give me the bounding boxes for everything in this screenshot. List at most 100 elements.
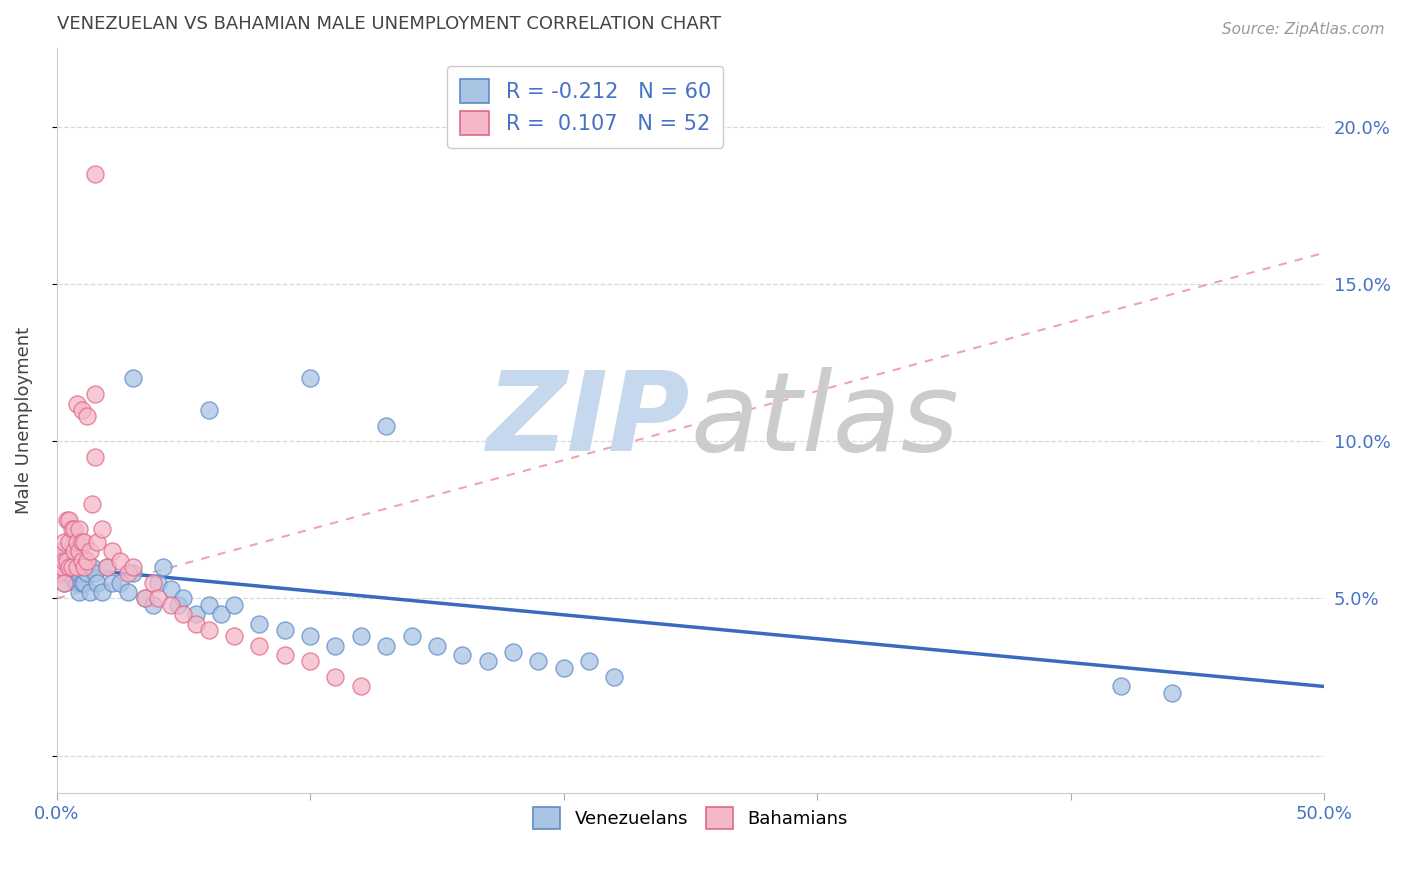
Point: [63, 544, 86, 558]
Point: [48, 566, 70, 581]
Point: [108, 575, 131, 590]
Point: [108, 554, 131, 568]
Point: [51, 560, 73, 574]
Point: [76, 409, 98, 424]
Point: [55, 554, 77, 568]
Point: [60, 550, 83, 565]
Point: [197, 623, 219, 637]
Text: VENEZUELAN VS BAHAMIAN MALE UNEMPLOYMENT CORRELATION CHART: VENEZUELAN VS BAHAMIAN MALE UNEMPLOYMENT…: [56, 15, 721, 33]
Legend: Venezuelans, Bahamians: Venezuelans, Bahamians: [526, 800, 855, 837]
Point: [350, 629, 373, 643]
Point: [172, 607, 194, 622]
Point: [70, 403, 93, 417]
Point: [146, 591, 169, 606]
Point: [70, 575, 93, 590]
Point: [66, 535, 89, 549]
Point: [274, 648, 297, 662]
Point: [67, 566, 90, 581]
Point: [67, 544, 90, 558]
Point: [55, 554, 77, 568]
Point: [142, 575, 165, 590]
Point: [167, 598, 190, 612]
Point: [51, 560, 73, 574]
Point: [70, 554, 93, 568]
Point: [51, 544, 73, 558]
Point: [58, 535, 80, 549]
Point: [76, 554, 98, 568]
Point: [63, 573, 86, 587]
Point: [58, 560, 80, 574]
Point: [70, 535, 93, 549]
Point: [53, 554, 76, 568]
Point: [172, 591, 194, 606]
Point: [121, 566, 143, 581]
Point: [152, 560, 174, 574]
Point: [299, 629, 322, 643]
Point: [82, 497, 104, 511]
Point: [101, 575, 124, 590]
Point: [66, 575, 89, 590]
Point: [209, 607, 232, 622]
Point: [86, 535, 108, 549]
Point: [48, 566, 70, 581]
Point: [222, 629, 245, 643]
Point: [451, 648, 474, 662]
Text: Source: ZipAtlas.com: Source: ZipAtlas.com: [1222, 22, 1385, 37]
Point: [603, 670, 626, 684]
Point: [159, 598, 181, 612]
Point: [58, 513, 80, 527]
Point: [79, 544, 101, 558]
Point: [527, 654, 550, 668]
Point: [73, 535, 96, 549]
Point: [117, 585, 139, 599]
Point: [82, 560, 104, 574]
Point: [101, 544, 124, 558]
Point: [184, 616, 207, 631]
Point: [67, 585, 90, 599]
Point: [73, 560, 96, 574]
Point: [48, 554, 70, 568]
Point: [73, 575, 96, 590]
Point: [222, 598, 245, 612]
Point: [70, 560, 93, 574]
Text: ZIP: ZIP: [486, 368, 690, 475]
Point: [117, 566, 139, 581]
Point: [60, 566, 83, 581]
Point: [375, 418, 398, 433]
Point: [96, 560, 118, 574]
Point: [1111, 680, 1133, 694]
Point: [350, 680, 373, 694]
Point: [67, 522, 90, 536]
Point: [426, 639, 449, 653]
Point: [66, 396, 89, 410]
Point: [66, 535, 89, 549]
Point: [83, 450, 105, 464]
Y-axis label: Male Unemployment: Male Unemployment: [15, 327, 32, 515]
Point: [53, 535, 76, 549]
Point: [58, 544, 80, 558]
Point: [134, 591, 156, 606]
Point: [274, 623, 297, 637]
Point: [401, 629, 423, 643]
Point: [53, 575, 76, 590]
Point: [134, 591, 156, 606]
Point: [79, 585, 101, 599]
Point: [51, 544, 73, 558]
Point: [142, 598, 165, 612]
Point: [63, 528, 86, 542]
Point: [159, 582, 181, 596]
Point: [502, 645, 524, 659]
Point: [55, 566, 77, 581]
Point: [55, 513, 77, 527]
Point: [53, 575, 76, 590]
Point: [299, 371, 322, 385]
Point: [184, 607, 207, 622]
Point: [325, 670, 347, 684]
Point: [121, 371, 143, 385]
Point: [96, 560, 118, 574]
Point: [1161, 686, 1184, 700]
Point: [60, 560, 83, 574]
Point: [86, 575, 108, 590]
Point: [578, 654, 600, 668]
Point: [477, 654, 499, 668]
